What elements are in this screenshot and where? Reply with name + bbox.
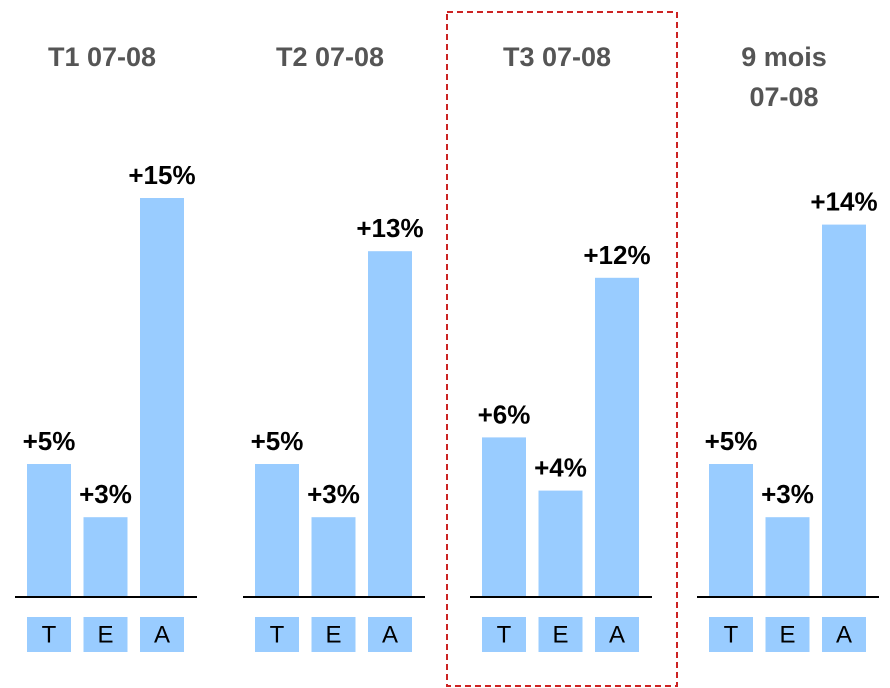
value-label: +5% xyxy=(251,426,304,456)
category-label: A xyxy=(836,621,852,648)
category-label: T xyxy=(724,621,739,648)
bar xyxy=(368,251,412,597)
value-label: +5% xyxy=(705,426,758,456)
bar xyxy=(765,517,810,597)
category-label: A xyxy=(609,621,625,648)
category-box xyxy=(140,617,184,652)
panel-title: T3 07-08 xyxy=(502,42,612,72)
value-label: +13% xyxy=(356,213,423,243)
category-box xyxy=(255,617,299,652)
panel-title: T1 07-08 xyxy=(47,42,157,72)
category-box xyxy=(83,617,128,652)
category-box xyxy=(27,617,71,652)
category-label: T xyxy=(270,621,285,648)
category-box xyxy=(368,617,412,652)
category-label: T xyxy=(497,621,512,648)
bar xyxy=(595,277,639,597)
panel-title: 9 mois 07-08 xyxy=(741,42,827,112)
value-label: +3% xyxy=(79,479,132,509)
bar xyxy=(255,464,299,597)
value-label: +3% xyxy=(761,479,814,509)
category-label: E xyxy=(97,621,113,648)
bar xyxy=(27,464,71,597)
category-box xyxy=(709,617,753,652)
bar xyxy=(482,437,526,597)
bar xyxy=(538,490,583,597)
category-label: T xyxy=(42,621,57,648)
value-label: +6% xyxy=(478,399,531,429)
category-box xyxy=(482,617,526,652)
value-label: +15% xyxy=(128,160,195,190)
category-label: A xyxy=(154,621,170,648)
bar xyxy=(709,464,753,597)
highlight-box xyxy=(446,11,678,687)
category-label: A xyxy=(382,621,398,648)
category-box xyxy=(765,617,810,652)
category-label: E xyxy=(325,621,341,648)
category-label: E xyxy=(552,621,568,648)
value-label: +12% xyxy=(583,240,650,270)
value-label: +5% xyxy=(23,426,76,456)
bar xyxy=(140,198,184,597)
bar xyxy=(311,517,356,597)
category-label: E xyxy=(779,621,795,648)
bar xyxy=(822,224,866,597)
value-label: +4% xyxy=(534,453,587,483)
category-box xyxy=(822,617,866,652)
panel-title: T2 07-08 xyxy=(275,42,385,72)
value-label: +14% xyxy=(810,187,877,217)
bar xyxy=(83,517,128,597)
category-box xyxy=(538,617,583,652)
category-box xyxy=(311,617,356,652)
category-box xyxy=(595,617,639,652)
value-label: +3% xyxy=(307,479,360,509)
